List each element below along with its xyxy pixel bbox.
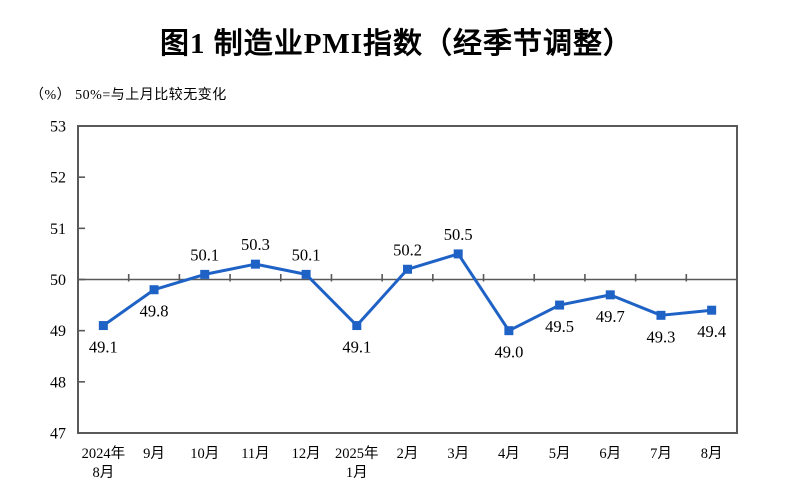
- data-point-marker: [403, 264, 412, 274]
- data-point-label: 49.1: [89, 338, 118, 357]
- y-axis-tick-label: 48: [50, 374, 66, 391]
- data-point-label: 49.7: [596, 307, 625, 326]
- x-axis-category-label: 2024年: [82, 445, 126, 462]
- x-axis-category-label: 11月: [241, 446, 269, 462]
- x-axis-category-label: 12月: [292, 446, 321, 462]
- x-axis-category-label: 10月: [190, 446, 219, 462]
- data-point-label: 50.1: [190, 245, 219, 264]
- data-point-marker: [707, 305, 717, 315]
- data-point-marker: [149, 285, 159, 295]
- x-axis-category-label: 4月: [498, 446, 520, 462]
- data-point-marker: [301, 269, 311, 279]
- y-axis-tick-label: 52: [50, 170, 66, 187]
- data-point-marker: [504, 326, 514, 336]
- chart-title: 图1 制造业PMI指数（经季节调整）: [159, 28, 634, 60]
- data-point-label: 50.2: [393, 240, 422, 259]
- x-axis-category-label: 8月: [92, 465, 114, 481]
- data-point-label: 49.8: [140, 302, 169, 321]
- data-point-marker: [98, 321, 108, 331]
- x-axis-category-label: 3月: [447, 446, 469, 462]
- data-point-marker: [453, 249, 463, 259]
- data-point-marker: [656, 310, 666, 320]
- data-point-label: 50.1: [292, 245, 321, 264]
- data-point-marker: [352, 321, 362, 331]
- data-point-marker: [555, 300, 565, 310]
- y-axis-tick-label: 49: [50, 323, 66, 340]
- data-point-label: 49.1: [342, 338, 371, 357]
- data-point-label: 49.3: [647, 327, 676, 346]
- x-axis-category-label: 6月: [599, 446, 621, 462]
- y-axis-tick-label: 53: [50, 119, 66, 136]
- y-axis-tick-label: 47: [50, 426, 66, 443]
- data-point-label: 49.0: [494, 343, 523, 362]
- x-axis-category-label: 7月: [650, 446, 672, 462]
- x-axis-category-label: 5月: [549, 446, 571, 462]
- data-point-marker: [605, 290, 615, 300]
- axis-unit-note: （%） 50%=与上月比较无变化: [30, 88, 227, 103]
- data-point-marker: [200, 269, 210, 279]
- y-axis-tick-label: 50: [50, 272, 66, 289]
- data-point-label: 50.3: [241, 235, 270, 254]
- x-axis-category-label: 9月: [143, 446, 165, 462]
- data-point-label: 49.5: [545, 317, 574, 336]
- x-axis-category-label: 1月: [346, 465, 368, 481]
- x-axis-category-label: 2月: [397, 446, 419, 462]
- data-point-label: 49.4: [697, 322, 726, 341]
- x-axis-category-label: 2025年: [335, 445, 379, 462]
- plot-border: [77, 125, 738, 434]
- y-axis-tick-label: 51: [50, 221, 66, 238]
- data-point-label: 50.5: [444, 225, 473, 244]
- x-axis-category-label: 8月: [701, 446, 723, 462]
- data-point-marker: [250, 259, 260, 269]
